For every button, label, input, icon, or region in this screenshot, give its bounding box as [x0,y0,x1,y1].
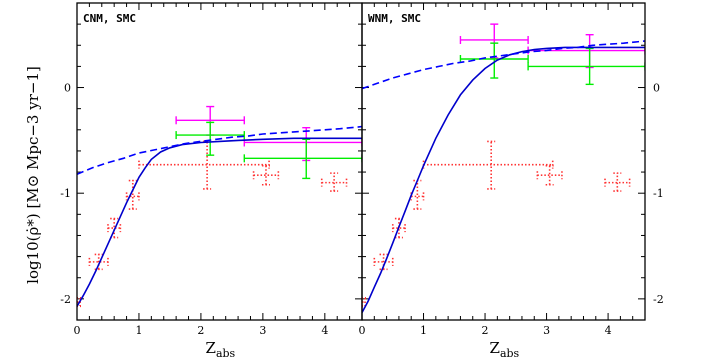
error-point [410,179,425,210]
y-axis-title: log10(ρ̇*) [M⊙ Mpc−3 yr−1] [24,66,42,284]
x-tick-label: 3 [259,324,266,337]
x-axis-title: Zabs [206,339,236,360]
y-axis-title-text: log10(ρ̇*) [M⊙ Mpc−3 yr−1] [24,66,42,284]
y-tick-label: -1 [60,187,71,200]
error-point [373,253,394,271]
x-axis-title-subscript: abs [500,347,520,360]
error-point [320,172,348,192]
y-tick-label: 0 [653,82,660,95]
y-tick-label: -1 [653,187,664,200]
x-tick-label: 3 [543,324,550,337]
x-axis-title-subscript: abs [216,347,236,360]
error-point [604,172,631,192]
panel-frame [76,2,363,321]
error-point [459,42,529,79]
error-point [252,164,280,186]
y-tick-label: -2 [60,293,71,306]
x-axis-title-base: Z [206,339,216,357]
x-axis-title-base: Z [490,339,500,357]
error-point [175,121,245,156]
error-point [536,164,563,186]
data-layer [77,105,362,308]
model-curve-dashed [362,40,645,90]
panel-label: WNM, SMC [368,12,421,25]
error-point [243,126,362,162]
error-point [391,217,406,239]
model-curve-dashed [77,125,362,175]
error-point [88,253,109,271]
x-tick-label: 1 [420,324,427,337]
error-point [527,47,645,86]
x-tick-label: 4 [605,324,612,337]
data-layer [362,23,645,313]
x-tick-label: 0 [359,324,366,337]
panel-cnm-smc: 0 1 2 3 4 -2 -1 0 Zabs CNM, SMC [60,2,363,360]
x-tick-label: 0 [74,324,81,337]
error-point [138,140,270,190]
model-curve-solid [362,46,645,313]
x-tick-label: 2 [197,324,204,337]
x-axis-title: Zabs [490,339,520,360]
error-point [125,179,140,210]
x-tick-label: 4 [321,324,328,337]
error-point [243,138,362,180]
y-tick-label: -2 [653,293,664,306]
panel-frame [361,2,646,321]
error-point [422,140,554,190]
x-tick-label: 2 [482,324,489,337]
panel-wnm-smc: 0 1 2 3 4 -2 -1 0 Zabs WNM, SMC [359,2,664,360]
model-curve-solid [77,137,362,307]
x-tick-label: 1 [135,324,142,337]
panel-label: CNM, SMC [83,12,136,25]
y-tick-label: 0 [64,82,71,95]
